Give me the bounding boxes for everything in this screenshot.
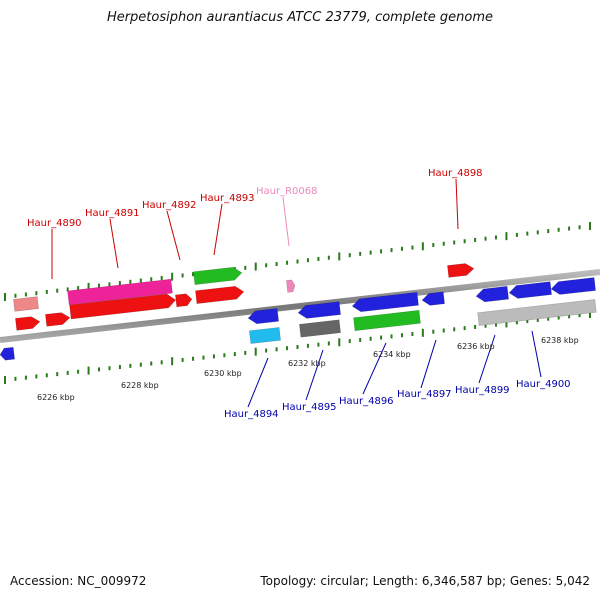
label-leader-line (282, 196, 290, 247)
label-leader-line (305, 349, 324, 401)
gene-arrow-haur-4894[interactable] (249, 327, 281, 344)
genome-title: Herpetosiphon aurantiacus ATCC 23779, co… (106, 10, 494, 25)
gene-arrow[interactable] (69, 293, 177, 320)
gene-label-haur-4898[interactable]: Haur_4898 (428, 168, 483, 179)
label-leader-line (166, 210, 181, 261)
label-leader-line (420, 339, 437, 389)
genome-stats-text: Topology: circular; Length: 6,346,587 bp… (260, 574, 590, 588)
gene-label-haur-4893[interactable]: Haur_4893 (200, 193, 255, 204)
gene-arrow-haur-4896[interactable] (353, 310, 421, 331)
gene-track (0, 263, 597, 361)
scale-label: 6228 kbp (121, 381, 159, 390)
gene-arrow[interactable] (247, 308, 279, 325)
gene-arrow[interactable] (13, 296, 39, 312)
gene-label-haur-4892[interactable]: Haur_4892 (142, 200, 197, 211)
label-leader-line (362, 342, 387, 395)
gene-arrow-haur-r0068[interactable] (286, 279, 296, 293)
gene-arrow[interactable] (15, 316, 41, 331)
gene-arrow[interactable] (508, 281, 552, 300)
gene-arrow-haur-4893[interactable] (193, 266, 243, 285)
gene-arrow[interactable] (175, 293, 193, 308)
scale-labels: 6226 kbp 6228 kbp 6230 kbp 6232 kbp 6234… (37, 336, 579, 402)
scale-label: 6234 kbp (373, 350, 411, 359)
gene-label-haur-4891[interactable]: Haur_4891 (85, 208, 140, 219)
label-leader-line (213, 203, 223, 256)
scale-label: 6226 kbp (37, 393, 75, 402)
scale-label: 6230 kbp (204, 369, 242, 378)
gene-label-haur-4896[interactable]: Haur_4896 (339, 396, 394, 407)
label-leader-line (478, 334, 496, 384)
gene-labels: Haur_4890 Haur_4891 Haur_4892 Haur_4893 … (27, 168, 571, 420)
scale-label: 6238 kbp (541, 336, 579, 345)
accession-text: Accession: NC_009972 (10, 574, 147, 588)
label-leaders (51, 178, 542, 408)
gene-arrow[interactable] (421, 291, 445, 306)
gene-label-haur-r0068[interactable]: Haur_R0068 (256, 186, 318, 197)
gene-arrow[interactable] (550, 277, 596, 296)
gene-arrow-haur-4900[interactable] (477, 299, 597, 326)
lower-tick-track (4, 310, 591, 384)
gene-label-haur-4899[interactable]: Haur_4899 (455, 385, 510, 396)
gene-label-haur-4900[interactable]: Haur_4900 (516, 379, 571, 390)
gene-arrow[interactable] (297, 301, 341, 320)
gene-arrow[interactable] (195, 285, 245, 304)
gene-label-haur-4894[interactable]: Haur_4894 (224, 409, 279, 420)
label-leader-line (109, 218, 119, 269)
label-leader-line (247, 357, 269, 408)
gene-arrow-haur-4891[interactable] (67, 278, 173, 306)
gene-arrow[interactable] (475, 285, 509, 303)
gene-arrow-haur-4898[interactable] (447, 263, 475, 278)
scale-label: 6236 kbp (457, 342, 495, 351)
gene-arrow[interactable] (0, 346, 15, 361)
gene-label-haur-4897[interactable]: Haur_4897 (397, 389, 452, 400)
gene-arrow[interactable] (351, 292, 419, 313)
gene-arrow-haur-4895[interactable] (299, 319, 341, 338)
gene-arrow[interactable] (45, 312, 71, 327)
label-leader-line (455, 178, 459, 230)
label-leader-line (531, 330, 542, 378)
genome-backbone (0, 269, 600, 343)
scale-label: 6232 kbp (288, 359, 326, 368)
gene-label-haur-4890[interactable]: Haur_4890 (27, 218, 82, 229)
gene-label-haur-4895[interactable]: Haur_4895 (282, 402, 337, 413)
